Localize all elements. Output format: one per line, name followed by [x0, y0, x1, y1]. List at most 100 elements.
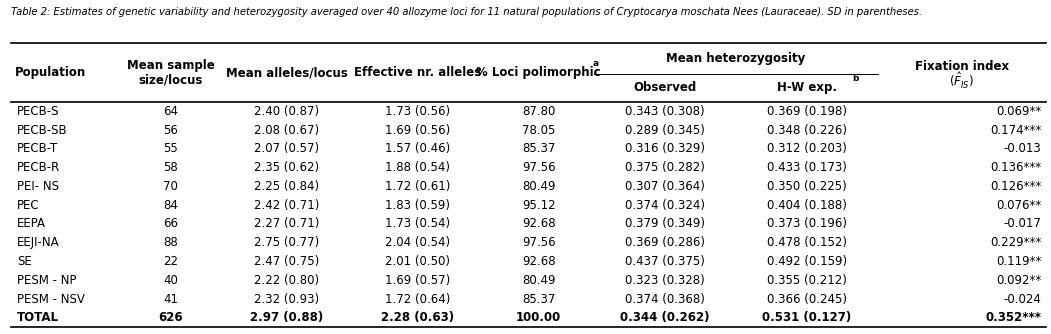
Text: Fixation index: Fixation index	[914, 60, 1009, 73]
Text: Mean sample
size/locus: Mean sample size/locus	[127, 59, 214, 87]
Text: 64: 64	[163, 105, 179, 118]
Text: 80.49: 80.49	[522, 180, 555, 193]
Text: b: b	[851, 74, 859, 83]
Text: 92.68: 92.68	[522, 217, 555, 230]
Text: 2.97 (0.88): 2.97 (0.88)	[250, 311, 323, 324]
Text: 0.092**: 0.092**	[996, 274, 1042, 287]
Text: 0.069**: 0.069**	[996, 105, 1042, 118]
Text: 0.312 (0.203): 0.312 (0.203)	[767, 142, 846, 155]
Text: 56: 56	[163, 124, 179, 137]
Text: 0.379 (0.349): 0.379 (0.349)	[624, 217, 705, 230]
Text: 85.37: 85.37	[522, 142, 555, 155]
Text: 0.375 (0.282): 0.375 (0.282)	[625, 161, 704, 174]
Text: 87.80: 87.80	[522, 105, 555, 118]
Text: SE: SE	[17, 255, 32, 268]
Text: 0.348 (0.226): 0.348 (0.226)	[766, 124, 847, 137]
Text: 0.369 (0.198): 0.369 (0.198)	[766, 105, 847, 118]
Text: $(\hat{F}_{IS})$: $(\hat{F}_{IS})$	[949, 71, 974, 91]
Text: 1.72 (0.61): 1.72 (0.61)	[385, 180, 451, 193]
Text: 80.49: 80.49	[522, 274, 555, 287]
Text: 0.404 (0.188): 0.404 (0.188)	[767, 199, 846, 212]
Text: PEI- NS: PEI- NS	[17, 180, 59, 193]
Text: 1.57 (0.46): 1.57 (0.46)	[385, 142, 451, 155]
Text: 2.22 (0.80): 2.22 (0.80)	[254, 274, 318, 287]
Text: 0.437 (0.375): 0.437 (0.375)	[625, 255, 704, 268]
Text: 1.72 (0.64): 1.72 (0.64)	[385, 293, 451, 306]
Text: 0.369 (0.286): 0.369 (0.286)	[624, 236, 705, 249]
Text: 0.355 (0.212): 0.355 (0.212)	[767, 274, 846, 287]
Text: 2.40 (0.87): 2.40 (0.87)	[254, 105, 318, 118]
Text: 0.323 (0.328): 0.323 (0.328)	[625, 274, 704, 287]
Text: 1.88 (0.54): 1.88 (0.54)	[386, 161, 450, 174]
Text: Mean heterozygosity: Mean heterozygosity	[666, 52, 805, 65]
Text: 2.25 (0.84): 2.25 (0.84)	[254, 180, 318, 193]
Text: 0.289 (0.345): 0.289 (0.345)	[625, 124, 704, 137]
Text: 66: 66	[163, 217, 179, 230]
Text: H-W exp.: H-W exp.	[777, 81, 837, 94]
Text: TOTAL: TOTAL	[17, 311, 59, 324]
Text: PECB-SB: PECB-SB	[17, 124, 67, 137]
Text: 0.433 (0.173): 0.433 (0.173)	[767, 161, 846, 174]
Text: 88: 88	[163, 236, 179, 249]
Text: 84: 84	[163, 199, 179, 212]
Text: Population: Population	[15, 66, 86, 79]
Text: 0.136***: 0.136***	[990, 161, 1042, 174]
Text: 2.01 (0.50): 2.01 (0.50)	[386, 255, 450, 268]
Text: 2.08 (0.67): 2.08 (0.67)	[254, 124, 318, 137]
Text: 0.531 (0.127): 0.531 (0.127)	[762, 311, 851, 324]
Text: 97.56: 97.56	[522, 236, 555, 249]
Text: 2.42 (0.71): 2.42 (0.71)	[253, 199, 320, 212]
Text: 2.07 (0.57): 2.07 (0.57)	[254, 142, 318, 155]
Text: 2.28 (0.63): 2.28 (0.63)	[382, 311, 454, 324]
Text: PEC: PEC	[17, 199, 40, 212]
Text: 0.366 (0.245): 0.366 (0.245)	[766, 293, 847, 306]
Text: 1.73 (0.54): 1.73 (0.54)	[386, 217, 450, 230]
Text: 1.83 (0.59): 1.83 (0.59)	[386, 199, 450, 212]
Text: EEPA: EEPA	[17, 217, 46, 230]
Text: 78.05: 78.05	[522, 124, 555, 137]
Text: 55: 55	[163, 142, 179, 155]
Text: 0.374 (0.324): 0.374 (0.324)	[624, 199, 705, 212]
Text: 0.229***: 0.229***	[990, 236, 1042, 249]
Text: 1.73 (0.56): 1.73 (0.56)	[386, 105, 450, 118]
Text: Table 2: Estimates of genetic variability and heterozygosity averaged over 40 al: Table 2: Estimates of genetic variabilit…	[11, 7, 922, 17]
Text: PECB-T: PECB-T	[17, 142, 58, 155]
Text: 0.344 (0.262): 0.344 (0.262)	[620, 311, 709, 324]
Text: 0.316 (0.329): 0.316 (0.329)	[624, 142, 705, 155]
Text: Mean alleles/locus: Mean alleles/locus	[226, 66, 347, 79]
Text: Effective nr. alleles: Effective nr. alleles	[354, 66, 481, 79]
Text: 0.350 (0.225): 0.350 (0.225)	[767, 180, 846, 193]
Text: 0.119**: 0.119**	[996, 255, 1042, 268]
Text: 2.32 (0.93): 2.32 (0.93)	[254, 293, 318, 306]
Text: -0.024: -0.024	[1004, 293, 1042, 306]
Text: 2.27 (0.71): 2.27 (0.71)	[253, 217, 320, 230]
Text: 97.56: 97.56	[522, 161, 555, 174]
Text: 0.343 (0.308): 0.343 (0.308)	[625, 105, 704, 118]
Text: PESM - NSV: PESM - NSV	[17, 293, 85, 306]
Text: 2.47 (0.75): 2.47 (0.75)	[253, 255, 320, 268]
Text: 0.478 (0.152): 0.478 (0.152)	[766, 236, 847, 249]
Text: 70: 70	[163, 180, 179, 193]
Text: 0.126***: 0.126***	[990, 180, 1042, 193]
Text: 0.076**: 0.076**	[996, 199, 1042, 212]
Text: 58: 58	[163, 161, 179, 174]
Text: 626: 626	[159, 311, 183, 324]
Text: 0.174***: 0.174***	[990, 124, 1042, 137]
Text: PECB-S: PECB-S	[17, 105, 59, 118]
Text: a: a	[593, 59, 598, 68]
Text: 40: 40	[163, 274, 179, 287]
Text: 22: 22	[163, 255, 179, 268]
Text: 95.12: 95.12	[522, 199, 555, 212]
Text: 100.00: 100.00	[516, 311, 561, 324]
Text: 2.75 (0.77): 2.75 (0.77)	[253, 236, 320, 249]
Text: 92.68: 92.68	[522, 255, 555, 268]
Text: 41: 41	[163, 293, 179, 306]
Text: 85.37: 85.37	[522, 293, 555, 306]
Text: 2.04 (0.54): 2.04 (0.54)	[386, 236, 450, 249]
Text: 0.374 (0.368): 0.374 (0.368)	[625, 293, 704, 306]
Text: 0.492 (0.159): 0.492 (0.159)	[766, 255, 847, 268]
Text: Observed: Observed	[633, 81, 697, 94]
Text: 0.307 (0.364): 0.307 (0.364)	[625, 180, 704, 193]
Text: EEJI-NA: EEJI-NA	[17, 236, 60, 249]
Text: 0.352***: 0.352***	[986, 311, 1042, 324]
